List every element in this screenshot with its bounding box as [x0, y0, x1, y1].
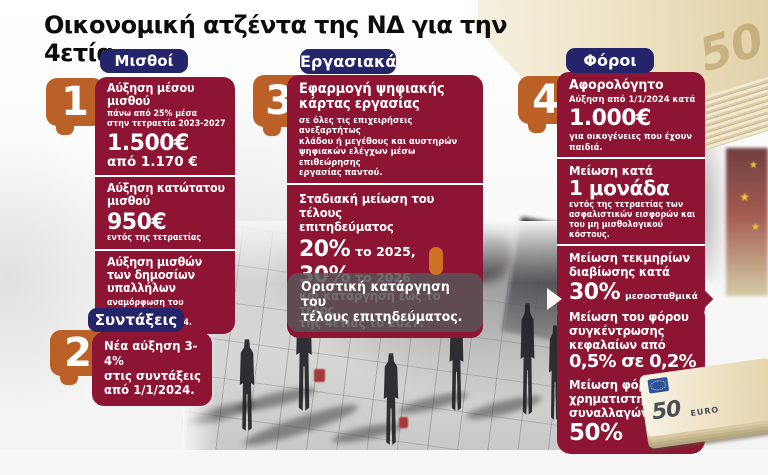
euro-star-icon: ★ — [749, 160, 758, 171]
item-heading: Αφορολόγητο — [569, 77, 664, 93]
item-subtext: Αύξηση από 1/1/2024 κατά — [569, 94, 696, 105]
section-header-label: Συντάξεις — [94, 311, 178, 329]
item-value: 30% — [569, 279, 621, 305]
section-number: 2 — [64, 330, 92, 376]
item-text: Νέα αύξηση 3-4% στις συντάξεις από 1/1/2… — [104, 338, 201, 398]
section-header-ergasiaka: Εργασιακά — [300, 49, 396, 74]
rate-when: το 2025, — [355, 243, 416, 259]
item-heading: Αύξηση μέσου μισθού — [107, 81, 195, 109]
red-bag — [314, 369, 325, 382]
item-heading: Σταδιακή μείωση του τέλους επιτηδεύματος — [299, 191, 435, 234]
section-header-label: Μισθοί — [114, 52, 174, 70]
card-notch — [547, 288, 562, 310]
red-bag — [399, 417, 408, 428]
section-header-label: Εργασιακά — [300, 52, 397, 71]
item-note: από 1.170 € — [107, 154, 198, 171]
card-item: Αφορολόγητο Αύξηση από 1/1/2024 κατά 1.0… — [557, 72, 705, 160]
banknote-value: 50 — [650, 396, 683, 426]
section-number: 1 — [61, 79, 89, 125]
value-row: 30% μεσοσταθμικά — [569, 279, 698, 305]
item-heading: Αύξηση κατώτατου μισθού — [107, 181, 225, 209]
item-note: εντός της τετραετίας — [107, 232, 202, 243]
rate-row: 20% το 2025, — [299, 238, 475, 261]
value-suffix: μεσοσταθμικά — [625, 291, 698, 302]
note-text: Οριστική κατάργηση του τέλους επιτηδεύμα… — [301, 279, 463, 326]
eu-flag-icon — [647, 376, 670, 394]
banknote-edge-strip — [726, 148, 768, 296]
pedestrian-silhouette — [239, 339, 255, 431]
item-heading: Εφαρμογή ψηφιακής κάρτας εργασίας — [299, 81, 445, 113]
section-number: 4 — [532, 77, 560, 123]
item-heading: Αύξηση μισθών των δημοσίων υπαλλήλων — [107, 254, 203, 295]
item-note: εντός της τετραετίας των ασφαλιστικών ει… — [569, 200, 696, 240]
card-foroi-upper: Αφορολόγητο Αύξηση από 1/1/2024 κατά 1.0… — [557, 72, 705, 320]
item-subtext: σε όλες τις επιχειρήσεις ανεξαρτήτως κλά… — [299, 115, 458, 178]
item-value: 1.500€ — [107, 131, 189, 157]
card-item: Μείωση του φόρου συγκέντρωσης κεφαλαίων … — [557, 303, 705, 374]
euro-star-icon: ★ — [751, 222, 760, 233]
card-item: Μείωση κατά 1 μονάδα εντός της τετραετία… — [557, 159, 705, 247]
card-item: Νέα αύξηση 3-4% στις συντάξεις από 1/1/2… — [92, 332, 212, 406]
item-value: 0,5% σε 0,2% — [569, 351, 697, 373]
item-heading: Μείωση του φόρου συγκέντρωσης κεφαλαίων … — [569, 309, 689, 352]
item-note: για οικογένειες που έχουν παιδιά. — [569, 132, 692, 153]
item-subtext: πάνω από 25% μέσα στην τετραετία 2023-20… — [107, 109, 226, 130]
note-card-ergasiaka: Οριστική κατάργηση του τέλους επιτηδεύμα… — [287, 273, 483, 333]
euro-banknotes-photo-bottom: 50 EURO — [638, 355, 768, 475]
item-value: 1.000€ — [569, 106, 651, 132]
item-heading: Μείωση κατά — [569, 163, 653, 179]
card-syntaxeis: Νέα αύξηση 3-4% στις συντάξεις από 1/1/2… — [92, 332, 212, 406]
section-header-label: Φόροι — [583, 51, 637, 70]
orange-capsule-marker — [429, 247, 443, 275]
section-header-misthoi: Μισθοί — [100, 49, 188, 73]
card-item: Αύξηση μέσου μισθού πάνω από 25% μέσα στ… — [95, 77, 235, 178]
section-header-syntaxeis: Συντάξεις — [88, 308, 184, 332]
card-item: Αύξηση κατώτατου μισθού 950€ εντός της τ… — [95, 177, 235, 251]
card-misthoi: Αύξηση μέσου μισθού πάνω από 25% μέσα στ… — [95, 77, 235, 334]
item-value: 950€ — [107, 209, 167, 235]
euro-star-icon: ★ — [739, 190, 750, 204]
rate-value: 20% — [299, 236, 351, 262]
item-heading: Μείωση τεκμηρίων διαβίωσης κατά — [569, 250, 690, 280]
banknote-currency-word: EURO — [689, 405, 720, 419]
section-header-foroi: Φόροι — [566, 48, 654, 73]
item-value: 1 μονάδα — [569, 176, 670, 200]
card-item: Εφαρμογή ψηφιακής κάρτας εργασίας σε όλε… — [287, 75, 483, 186]
